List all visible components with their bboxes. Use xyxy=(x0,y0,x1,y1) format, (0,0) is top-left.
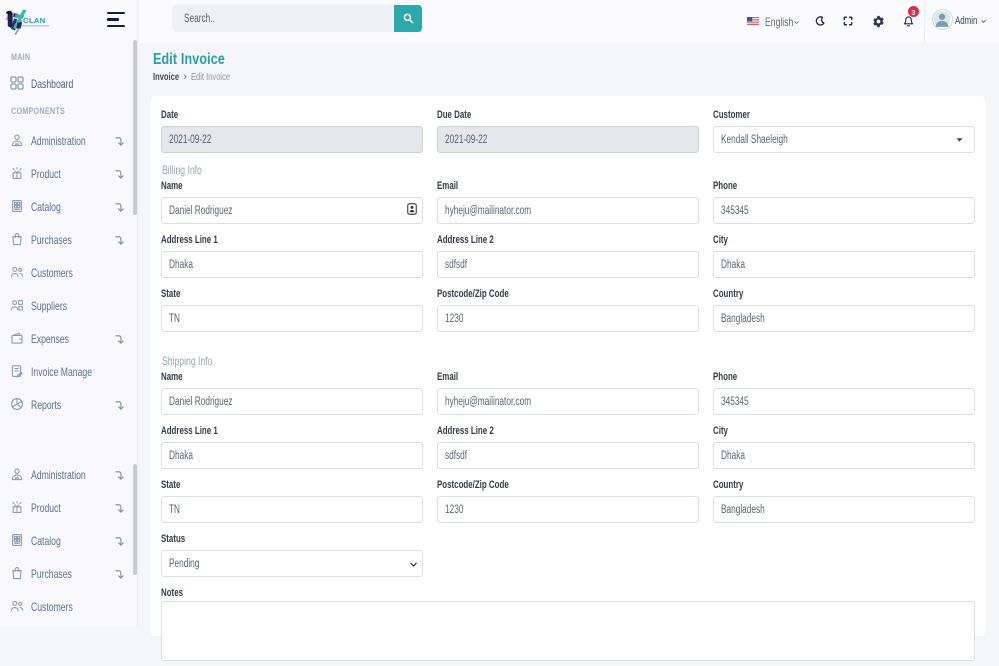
svg-text:CLAN: CLAN xyxy=(23,16,45,25)
